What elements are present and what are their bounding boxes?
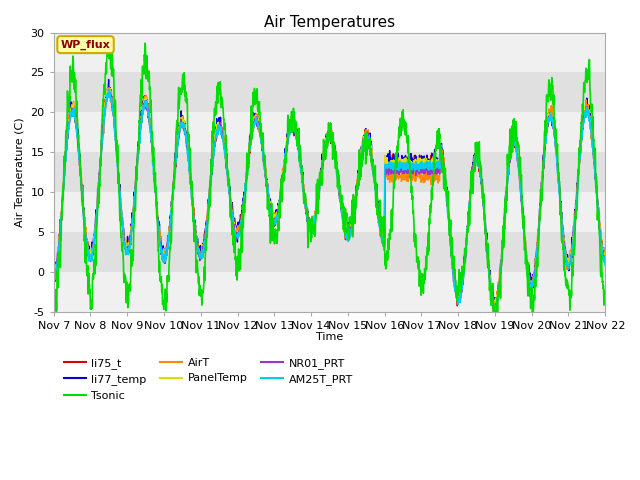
Legend: li75_t, li77_temp, Tsonic, AirT, PanelTemp, NR01_PRT, AM25T_PRT: li75_t, li77_temp, Tsonic, AirT, PanelTe… xyxy=(60,353,358,405)
Bar xyxy=(54,192,605,232)
Y-axis label: Air Temperature (C): Air Temperature (C) xyxy=(15,117,25,227)
X-axis label: Time: Time xyxy=(316,332,343,342)
Bar xyxy=(54,112,605,152)
Bar xyxy=(54,72,605,112)
Bar xyxy=(54,33,605,72)
Text: WP_flux: WP_flux xyxy=(61,39,111,50)
Title: Air Temperatures: Air Temperatures xyxy=(264,15,395,30)
Bar xyxy=(54,232,605,272)
Bar xyxy=(54,272,605,312)
Bar xyxy=(54,152,605,192)
